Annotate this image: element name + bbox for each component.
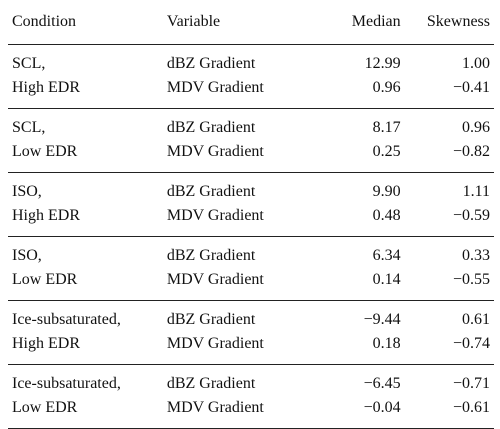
median-cell: −6.45	[363, 375, 401, 392]
skewness-cell: −0.55	[400, 268, 494, 301]
condition-cell: Low EDR	[8, 140, 167, 173]
condition-cell: Low EDR	[8, 396, 167, 429]
median-cell: 9.90	[372, 183, 401, 200]
median-cell: 6.34	[372, 247, 401, 264]
condition-cell: High EDR	[8, 76, 167, 109]
median-cell: 8.17	[372, 119, 401, 136]
condition-cell: SCL,	[12, 55, 46, 72]
variable-cell: dBZ Gradient	[166, 183, 256, 200]
median-cell: 12.99	[364, 55, 401, 72]
skewness-cell: 1.00	[462, 55, 490, 72]
header-median: Median	[321, 0, 401, 45]
variable-cell: dBZ Gradient	[166, 247, 256, 264]
skewness-cell: 0.61	[462, 311, 490, 328]
header-condition: Condition	[8, 0, 167, 45]
condition-cell: High EDR	[8, 204, 167, 237]
skewness-cell: 1.11	[462, 183, 490, 200]
statistics-table: Condition Variable Median Skewness SCL, …	[8, 0, 494, 429]
header-variable: Variable	[166, 0, 322, 45]
skewness-cell: −0.82	[400, 140, 494, 173]
table-row: Low EDR MDV Gradient −0.04 −0.61	[8, 396, 494, 429]
variable-cell: MDV Gradient	[166, 140, 322, 173]
median-cell: 0.96	[321, 76, 401, 109]
table-row: SCL, dBZ Gradient 8.17 0.96	[8, 109, 494, 141]
skewness-cell: 0.96	[462, 119, 490, 136]
variable-cell: MDV Gradient	[166, 268, 322, 301]
table-row: ISO, dBZ Gradient 9.90 1.11	[8, 173, 494, 205]
variable-cell: MDV Gradient	[166, 396, 322, 429]
median-cell: 0.48	[321, 204, 401, 237]
table-body: SCL, dBZ Gradient 12.99 1.00 High EDR MD…	[8, 45, 494, 429]
table-row: Low EDR MDV Gradient 0.14 −0.55	[8, 268, 494, 301]
condition-cell: Low EDR	[8, 268, 167, 301]
condition-cell: Ice-subsaturated,	[12, 375, 121, 392]
variable-cell: dBZ Gradient	[166, 375, 256, 392]
variable-cell: MDV Gradient	[166, 76, 322, 109]
variable-cell: MDV Gradient	[166, 204, 322, 237]
condition-cell: ISO,	[12, 183, 42, 200]
median-cell: −0.04	[321, 396, 401, 429]
condition-cell: Ice-subsaturated,	[12, 311, 121, 328]
skewness-cell: −0.41	[400, 76, 494, 109]
skewness-cell: −0.74	[400, 332, 494, 365]
table-row: High EDR MDV Gradient 0.48 −0.59	[8, 204, 494, 237]
header-row: Condition Variable Median Skewness	[8, 0, 494, 45]
table-row: High EDR MDV Gradient 0.96 −0.41	[8, 76, 494, 109]
median-cell: −9.44	[363, 311, 401, 328]
skewness-cell: −0.59	[400, 204, 494, 237]
median-cell: 0.18	[321, 332, 401, 365]
condition-cell: ISO,	[12, 247, 42, 264]
variable-cell: dBZ Gradient	[166, 311, 256, 328]
header-skewness: Skewness	[400, 0, 494, 45]
condition-cell: SCL,	[12, 119, 46, 136]
variable-cell: dBZ Gradient	[166, 119, 256, 136]
skewness-cell: −0.61	[400, 396, 494, 429]
table-row: Ice-subsaturated, dBZ Gradient −9.44 0.6…	[8, 301, 494, 333]
table-row: ISO, dBZ Gradient 6.34 0.33	[8, 237, 494, 269]
table-row: Low EDR MDV Gradient 0.25 −0.82	[8, 140, 494, 173]
median-cell: 0.14	[321, 268, 401, 301]
variable-cell: MDV Gradient	[166, 332, 322, 365]
condition-cell: High EDR	[8, 332, 167, 365]
skewness-cell: 0.33	[462, 247, 490, 264]
table-row: High EDR MDV Gradient 0.18 −0.74	[8, 332, 494, 365]
variable-cell: dBZ Gradient	[166, 55, 256, 72]
median-cell: 0.25	[321, 140, 401, 173]
table-row: Ice-subsaturated, dBZ Gradient −6.45 −0.…	[8, 365, 494, 397]
skewness-cell: −0.71	[452, 375, 490, 392]
table-row: SCL, dBZ Gradient 12.99 1.00	[8, 45, 494, 77]
table-header: Condition Variable Median Skewness	[8, 0, 494, 45]
